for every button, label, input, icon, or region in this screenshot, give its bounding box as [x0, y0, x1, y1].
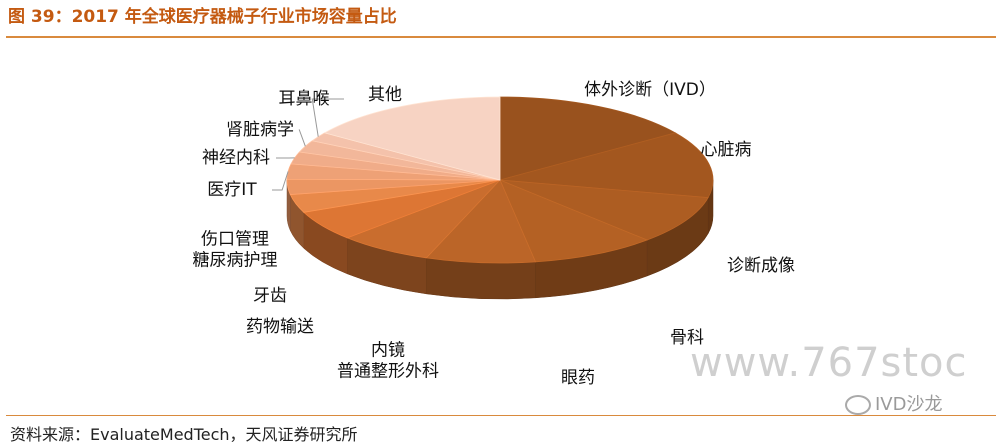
watermark-badge-text: IVD沙龙: [875, 394, 943, 415]
title-divider: [6, 36, 996, 38]
pie-slice-0: [499, 96, 677, 181]
pie-slice-1: [499, 132, 714, 199]
leader-line-12: [311, 98, 344, 137]
leader-line-11: [298, 129, 306, 147]
source-divider: [6, 415, 996, 416]
figure-title: 图 39：2017 年全球医疗器械子行业市场容量占比: [8, 7, 397, 27]
pie-label-3: 骨科: [670, 328, 704, 348]
pie-label-13: 其他: [368, 85, 402, 105]
pie-side-4: [426, 257, 536, 300]
pie-label-5-0: 内镜: [371, 341, 405, 361]
pie-label-6: 药物输送: [246, 317, 314, 337]
pie-label-7: 牙齿: [253, 286, 287, 306]
pie-label-4: 眼药: [561, 368, 595, 388]
pie-label-0: 体外诊断（IVD）: [584, 80, 716, 100]
pie-leader-lines: [272, 98, 344, 191]
pie-label-10: 神经内科: [202, 148, 270, 168]
wechat-icon: [845, 395, 871, 415]
pie-side-faces: [286, 179, 714, 300]
source-note: 资料来源：EvaluateMedTech，天风证券研究所: [10, 425, 358, 444]
pie-slice-4: [425, 179, 537, 264]
pie-label-11: 肾脏病学: [226, 120, 294, 140]
pie-slice-2: [499, 179, 709, 241]
pie-top-faces: [286, 96, 714, 264]
pie-label-1: 心脏病: [701, 140, 752, 160]
pie-slice-3: [499, 179, 649, 263]
pie-label-8-0: 伤口管理: [201, 230, 269, 250]
pie-label-2: 诊断成像: [727, 256, 795, 276]
pie-slice-13: [323, 96, 501, 181]
watermark-site: www.767stoc: [690, 340, 968, 386]
pie-label-5-1: 普通整形外科: [337, 362, 439, 382]
pie-label-9: 医疗IT: [207, 180, 257, 200]
leader-line-9: [272, 171, 289, 191]
pie-label-8-1: 糖尿病护理: [193, 251, 278, 271]
pie-label-12: 耳鼻喉: [279, 89, 330, 109]
watermark-badge: IVD沙龙: [845, 390, 942, 416]
